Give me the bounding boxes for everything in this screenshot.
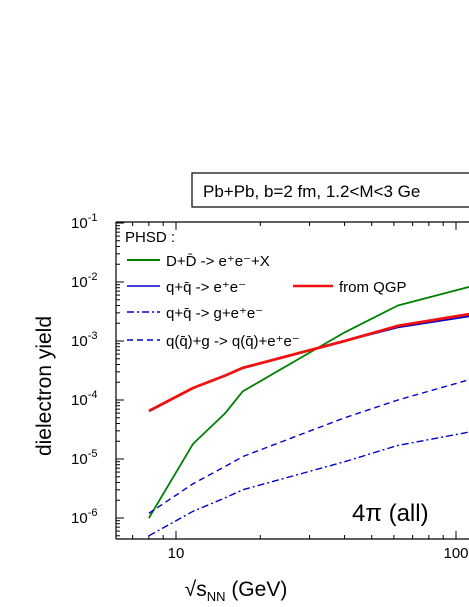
legend-label-qg-qee-text: q(q̄)+g -> q(q̄)+e⁺e⁻ [166, 333, 300, 350]
y-tick-exp: -6 [88, 507, 98, 519]
legend-label-dd-text: D+D̄ -> e⁺e⁻+X [166, 253, 270, 270]
y-tick-base: 10 [71, 510, 88, 527]
y-tick-base: 10 [71, 451, 88, 468]
series-line-0 [148, 285, 469, 519]
x-axis-title: √sNN (GeV) [185, 578, 288, 604]
x-tick-label: 10 [168, 545, 185, 562]
y-tick-label: 10-4 [71, 389, 97, 409]
legend: PHSD : D+D̄ -> e⁺e⁻+X q+q̄ -> e⁺e⁻ from … [125, 229, 407, 350]
y-tick-base: 10 [71, 215, 88, 232]
y-tick-exp: -4 [88, 389, 98, 401]
legend-header: PHSD : [125, 229, 175, 246]
legend-label-qq-gee-text: q+q̄ -> g+e⁺e⁻ [166, 305, 263, 322]
y-tick-base: 10 [71, 392, 88, 409]
x-axis-title-main: √s [185, 578, 207, 601]
y-tick-label: 10-5 [71, 448, 97, 468]
y-tick-base: 10 [71, 274, 88, 291]
x-tick-label: 100 [443, 545, 468, 562]
y-tick-exp: -1 [88, 212, 98, 224]
title-box [191, 172, 469, 208]
y-tick-label: 10-2 [71, 271, 97, 291]
axis-ticks [116, 222, 457, 539]
plot-frame [115, 221, 469, 540]
series-line-3 [148, 431, 469, 537]
y-axis-title: dielectron yield [33, 316, 56, 456]
y-tick-label: 10-1 [71, 212, 97, 232]
series-line-1 [148, 315, 469, 412]
y-tick-label: 10-6 [71, 507, 97, 527]
series-line-4 [148, 379, 469, 514]
series-line-2 [148, 312, 469, 413]
legend-label-qgp: from QGP [339, 279, 407, 296]
x-axis-title-sub: NN [207, 589, 226, 604]
legend-label-qq-gee: q+q̄ -> g+e⁺e⁻ [166, 305, 263, 322]
legend-label-qg-qee: q(q̄)+g -> q(q̄)+e⁺e⁻ [166, 333, 300, 350]
annotation-4pi: 4π (all) [352, 500, 429, 527]
legend-label-dd: D+D̄ -> e⁺e⁻+X [166, 253, 270, 270]
legend-label-qq-ee-text: q+q̄ -> e⁺e⁻ [166, 279, 246, 296]
x-axis-title-unit: (GeV) [225, 578, 287, 601]
chart-title: Pb+Pb, b=2 fm, 1.2<M<3 Ge [203, 182, 420, 201]
y-tick-label: 10-3 [71, 330, 97, 350]
y-tick-exp: -5 [88, 448, 98, 460]
legend-label-qq-ee: q+q̄ -> e⁺e⁻ [166, 279, 246, 296]
y-tick-base: 10 [71, 333, 88, 350]
y-tick-exp: -3 [88, 330, 98, 342]
y-tick-exp: -2 [88, 271, 98, 283]
series-layer [148, 285, 469, 537]
